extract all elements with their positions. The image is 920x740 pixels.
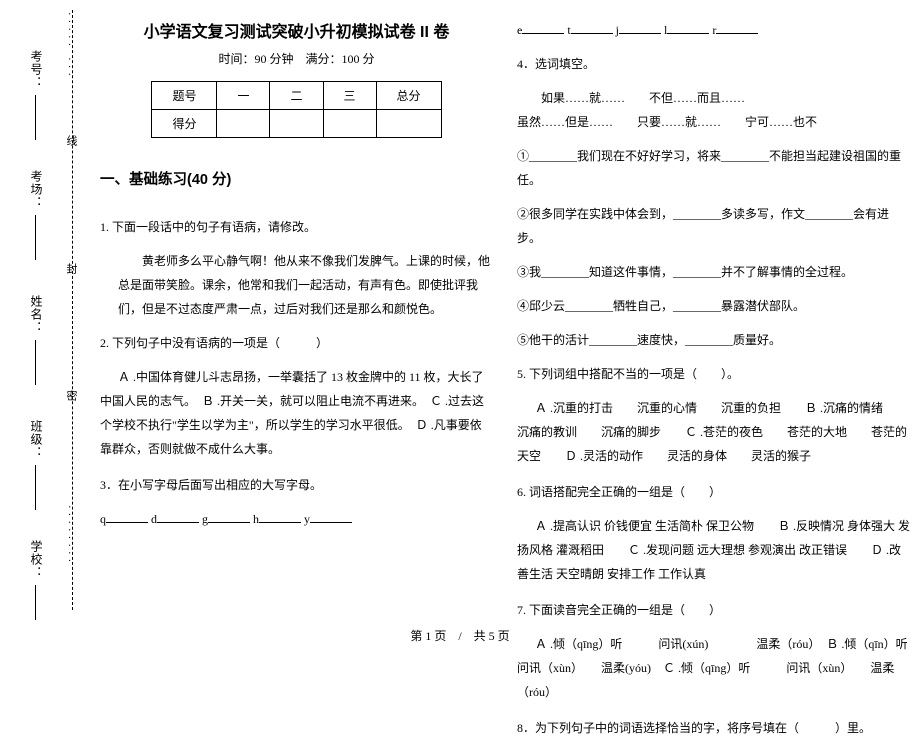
td-blank [323,110,376,138]
td-blank [270,110,323,138]
column-left: 小学语文复习测试突破小升初模拟试卷 II 卷 时间：90 分钟 满分：100 分… [100,18,493,618]
table-row: 题号 一 二 三 总分 [152,82,441,110]
binding-column: ····· ··· 考号： 线 考场： 封 姓名： 密 班级： ········… [0,0,95,650]
field-line [35,340,36,385]
cutline-dots: ········ [63,505,75,566]
exam-subtitle: 时间：90 分钟 满分：100 分 [100,50,493,67]
question-2-options: Ａ .中国体育健儿斗志昂扬，一举囊括了 13 枚金牌中的 11 枚，大长了中国人… [100,365,493,461]
section-1-title: 一、基础练习(40 分) [100,168,493,189]
th-3: 三 [323,82,376,110]
question-4-item: ⑤他干的活计________速度快，________质量好。 [517,328,910,352]
score-table: 题号 一 二 三 总分 得分 [151,81,441,138]
page-footer: 第 1 页 / 共 5 页 [0,627,920,644]
question-4: 4．选词填空。 [517,52,910,76]
question-4-item: ④邱少云________牺牲自己，________暴露潜伏部队。 [517,294,910,318]
field-name: 姓名： [28,295,45,334]
field-line [35,585,36,620]
th-1: 一 [217,82,270,110]
question-5-options: Ａ .沉重的打击 沉重的心情 沉重的负担 Ｂ .沉痛的情绪 沉痛的教训 沉痛的脚… [517,396,910,468]
question-1-passage: 黄老师多么平心静气啊！他从来不像我们发脾气。上课的时候，他总是面带笑脸。课余，他… [118,249,493,321]
field-school: 学校： [28,540,45,579]
question-8: 8．为下列句子中的词语选择恰当的字，将序号填在（ ）里。 [517,716,910,740]
field-room: 考场： [28,170,45,209]
cutline-dots: ····· ··· [63,12,75,80]
question-3-letters-2: e t j l r [517,18,910,42]
field-line [35,465,36,510]
question-7: 7. 下面读音完全正确的一组是（ ） [517,598,910,622]
question-4-item: ③我________知道这件事情，________并不了解事情的全过程。 [517,260,910,284]
content-area: 小学语文复习测试突破小升初模拟试卷 II 卷 时间：90 分钟 满分：100 分… [100,18,910,618]
field-exam-id: 考号： [28,50,45,89]
seal-marker-seal: 封 [63,263,79,278]
question-6: 6. 词语搭配完全正确的一组是（ ） [517,480,910,504]
td-blank [376,110,441,138]
field-class: 班级： [28,420,45,459]
field-line [35,215,36,260]
question-4-item: ②很多同学在实践中体会到，________多读多写，作文________会有进步… [517,202,910,250]
question-1: 1. 下面一段话中的句子有语病，请修改。 [100,215,493,239]
table-row: 得分 [152,110,441,138]
th-num: 题号 [152,82,217,110]
question-2: 2. 下列句子中没有语病的一项是（ ） [100,331,493,355]
question-3-letters: q d g h y [100,507,493,531]
question-4-words: 如果……就…… 不但……而且…… 虽然……但是…… 只要……就…… 宁可……也不 [517,86,910,134]
td-score-label: 得分 [152,110,217,138]
question-5: 5. 下列词组中搭配不当的一项是（ ）。 [517,362,910,386]
question-4-item: ①________我们现在不好好学习，将来________不能担当起建设祖国的重… [517,144,910,192]
seal-marker-line: 线 [63,135,79,150]
column-right: e t j l r 4．选词填空。 如果……就…… 不但……而且…… 虽然……但… [517,18,910,618]
exam-title: 小学语文复习测试突破小升初模拟试卷 II 卷 [100,18,493,42]
th-2: 二 [270,82,323,110]
td-blank [217,110,270,138]
th-total: 总分 [376,82,441,110]
question-3: 3．在小写字母后面写出相应的大写字母。 [100,473,493,497]
field-line [35,95,36,140]
question-6-options: Ａ .提高认识 价钱便宜 生活简朴 保卫公物 Ｂ .反映情况 身体强大 发扬风格… [517,514,910,586]
seal-marker-secret: 密 [63,390,79,405]
